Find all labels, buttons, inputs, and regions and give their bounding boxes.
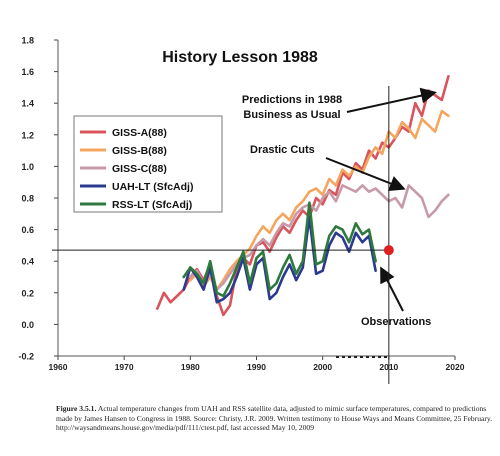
x-tick-label: 2020 — [446, 362, 465, 372]
series-layer — [156, 75, 450, 317]
x-tick-label: 1970 — [115, 362, 134, 372]
y-tick-label: 0.0 — [21, 320, 34, 330]
x-tick-label: 1990 — [247, 362, 266, 372]
series-line-giss-c-88 — [189, 184, 450, 291]
annotation-arrow-predictions — [346, 87, 437, 113]
temperature-chart: -0.2 0.0 0.2 0.4 0.6 0.8 1.0 1.2 1.4 1.6 1.8 1960 19… — [18, 36, 465, 384]
y-tick-label: 1.2 — [21, 130, 34, 140]
legend: GISS-A(88) GISS-B(88) GISS-C(88) UAH-LT (Sf… — [73, 115, 223, 213]
series-line-rss-lt-sfcadj — [182, 201, 377, 298]
legend-label: GISS-A(88) — [112, 127, 167, 139]
annotation-predictions: Predictions in 1988 — [242, 94, 342, 106]
red-marker-dot — [383, 245, 394, 256]
legend-label: GISS-B(88) — [112, 145, 167, 157]
x-tick-label: 2000 — [313, 362, 332, 372]
legend-box — [73, 115, 223, 213]
annotation-business-as-usual: Business as Usual — [243, 109, 340, 121]
caption-label: Figure 3.5.1. — [56, 404, 97, 413]
annotation-arrow-observations — [380, 266, 404, 312]
annotations-layer: Predictions in 1988 Business as Usual Dras… — [52, 86, 437, 384]
y-tick-label: 1.6 — [21, 67, 34, 77]
series-line-giss-b-88 — [189, 109, 450, 291]
y-tick-label: 0.4 — [21, 257, 34, 267]
annotation-observations: Observations — [361, 316, 431, 328]
y-tick-label: -0.2 — [18, 352, 34, 362]
y-tick-label: 0.8 — [21, 194, 34, 204]
y-tick-label: 0.2 — [21, 288, 34, 298]
y-tick-label: 1.4 — [21, 99, 34, 109]
chart-title: History Lesson 1988 — [162, 49, 318, 66]
x-tick-label: 1980 — [181, 362, 200, 372]
series-line-uah-lt-sfcadj — [182, 215, 377, 304]
caption-text: Actual temperature changes from UAH and … — [56, 404, 493, 433]
y-tick-label: 1.8 — [21, 36, 34, 46]
y-tick-label: 1.0 — [21, 162, 34, 172]
legend-label: RSS-LT (SfcAdj) — [112, 199, 192, 211]
y-tick-label: 0.6 — [21, 225, 34, 235]
figure-caption: Figure 3.5.1. Actual temperature changes… — [56, 404, 496, 433]
legend-label: GISS-C(88) — [112, 163, 167, 175]
legend-label: UAH-LT (SfcAdj) — [112, 181, 193, 193]
x-tick-label: 1960 — [49, 362, 68, 372]
annotation-drastic-cuts: Drastic Cuts — [250, 144, 315, 156]
